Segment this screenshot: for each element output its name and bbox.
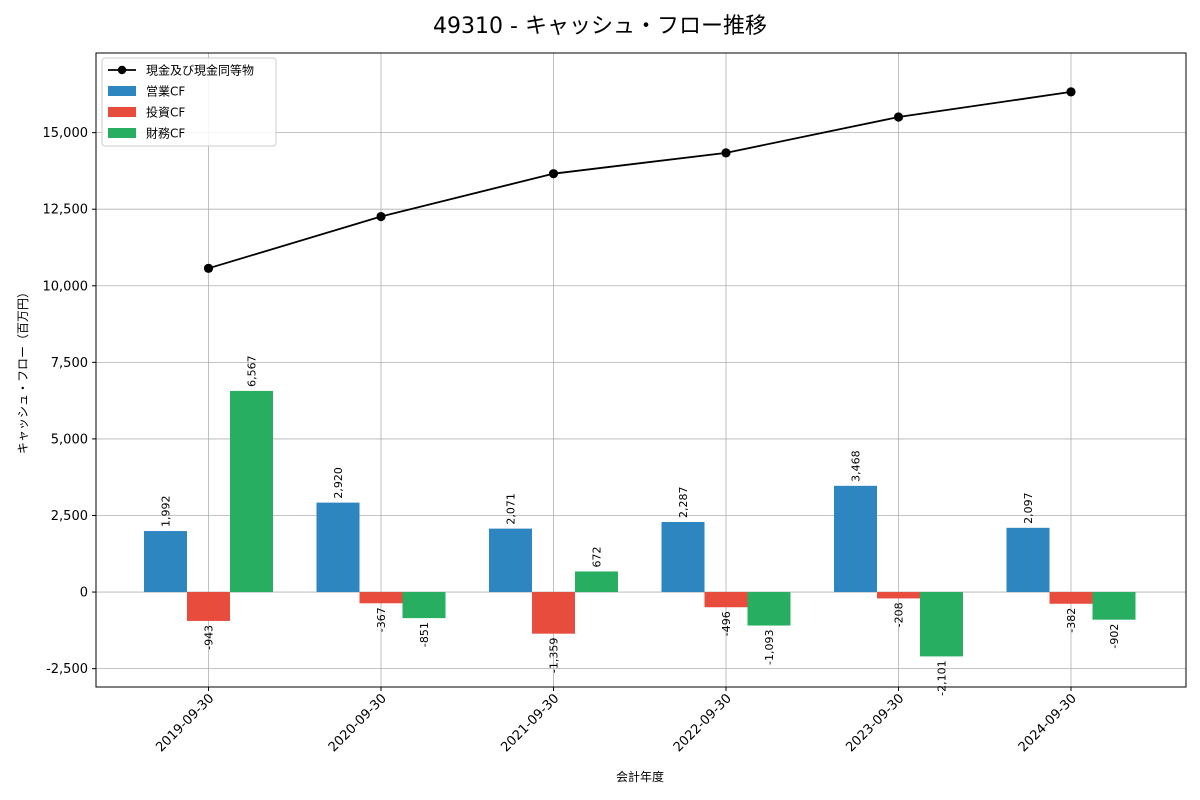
cash-point xyxy=(721,148,731,158)
legend-box xyxy=(101,57,277,147)
bar xyxy=(704,592,748,608)
bar xyxy=(402,592,446,619)
bar xyxy=(920,592,963,657)
bar-value-label: 2,287 xyxy=(677,487,690,519)
y-tick-label: 0 xyxy=(80,586,88,601)
x-tick-label: 2021-09-30 xyxy=(498,691,562,755)
bar-value-label: 1,992 xyxy=(160,496,173,528)
cash-point xyxy=(1066,87,1076,97)
legend-label: 財務CF xyxy=(146,126,185,141)
y-axis-title: キャッシュ・フロー（百万円） xyxy=(16,286,30,454)
x-tick-label: 2019-09-30 xyxy=(153,691,217,755)
y-tick-label: 15,000 xyxy=(43,126,89,141)
cash-point xyxy=(548,169,559,179)
y-tick-label: -2,500 xyxy=(46,662,88,677)
bar-value-label: -1,093 xyxy=(763,630,776,665)
bar xyxy=(187,592,230,621)
cash-line xyxy=(208,91,1072,270)
bar-value-label: -2,101 xyxy=(936,660,949,695)
legend-swatch xyxy=(108,107,136,117)
bar-value-label: -902 xyxy=(1108,624,1121,649)
legend-swatch xyxy=(108,128,136,138)
cash-point xyxy=(376,211,386,222)
bar xyxy=(1006,527,1050,593)
x-axis-ticks: 2019-09-30 2020-09-30 2021-09-30 2022-09-30… xyxy=(153,687,1080,755)
bar xyxy=(1049,592,1093,604)
bar-value-label: 2,071 xyxy=(505,493,518,525)
bar-value-label: 6,567 xyxy=(246,355,259,387)
bar xyxy=(144,531,187,593)
legend-label: 投資CF xyxy=(146,105,185,120)
bar xyxy=(532,592,575,634)
legend-label: 現金及び現金同等物 xyxy=(146,63,254,78)
bar xyxy=(230,390,273,593)
bar xyxy=(747,592,791,626)
bar-value-label: -943 xyxy=(203,625,216,650)
bar xyxy=(575,571,618,593)
grid-lines xyxy=(96,53,1186,687)
bar-value-label: -208 xyxy=(893,602,906,627)
bar-value-label: 2,097 xyxy=(1022,492,1035,524)
cash-point xyxy=(203,263,214,273)
bar-value-label: 3,468 xyxy=(850,450,863,482)
bar xyxy=(359,592,403,604)
cash-point xyxy=(893,112,904,122)
bar-value-label: 672 xyxy=(591,546,604,567)
bar xyxy=(316,502,360,593)
x-tick-label: 2024-09-30 xyxy=(1016,691,1080,755)
plot-frame xyxy=(95,52,1187,688)
bar-value-labels: 1,992 2,920 2,071 2,287 3,468 2,097 -943 -367 -1… xyxy=(160,355,1122,695)
bar-value-label: -496 xyxy=(720,611,733,636)
y-tick-label: 2,500 xyxy=(51,509,88,524)
chart-title: 49310 - キャッシュ・フロー推移 xyxy=(433,14,767,39)
bar xyxy=(661,522,705,593)
y-tick-label: 12,500 xyxy=(43,203,89,218)
cash-line-series xyxy=(203,87,1076,273)
bar xyxy=(877,592,920,599)
legend-marker xyxy=(117,65,127,75)
bar-value-label: 2,920 xyxy=(332,467,345,499)
bar-value-label: -1,359 xyxy=(548,638,561,673)
bar-value-label: -851 xyxy=(418,622,431,647)
x-tick-label: 2020-09-30 xyxy=(326,691,390,755)
bar xyxy=(834,485,877,593)
bar-value-label: -367 xyxy=(375,607,388,632)
x-tick-label: 2023-09-30 xyxy=(843,691,907,755)
bar-value-label: -382 xyxy=(1065,608,1078,633)
legend-label: 営業CF xyxy=(146,85,185,99)
y-tick-label: 10,000 xyxy=(43,279,89,294)
bar xyxy=(1092,592,1136,620)
bar xyxy=(489,528,532,593)
y-tick-label: 7,500 xyxy=(51,356,88,371)
bars xyxy=(144,390,1136,657)
y-tick-label: 5,000 xyxy=(51,432,88,447)
x-tick-label: 2022-09-30 xyxy=(671,691,735,755)
y-axis-ticks: -2,500 0 2,500 5,000 7,500 10,000 12,500 15,000 xyxy=(43,126,96,677)
legend-swatch xyxy=(108,86,136,96)
x-axis-title: 会計年度 xyxy=(616,769,664,784)
